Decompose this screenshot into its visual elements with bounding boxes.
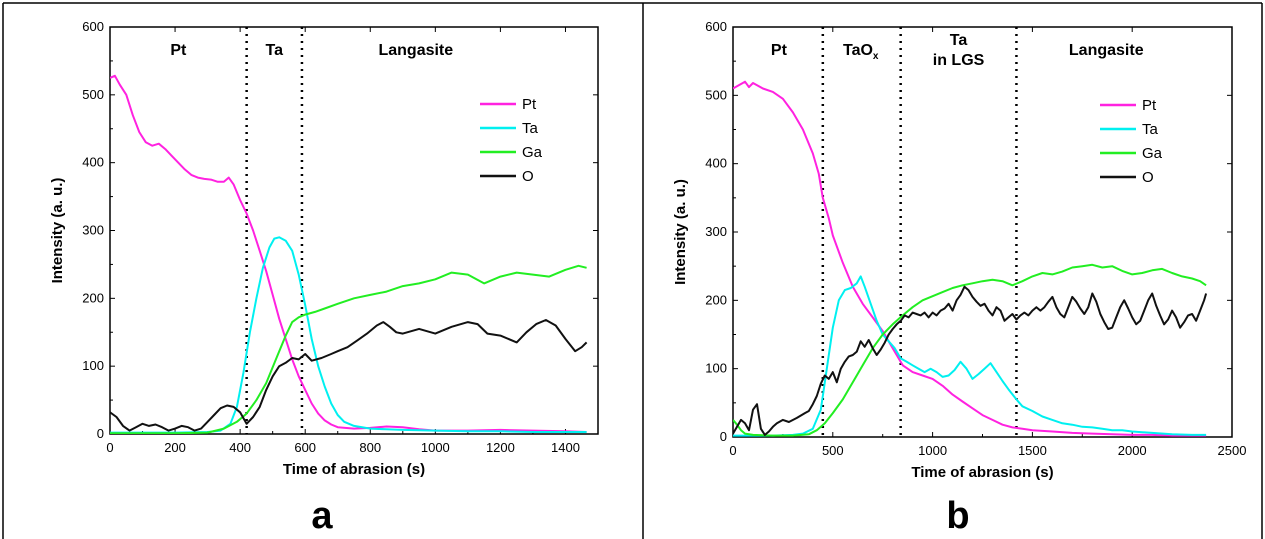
plot-frame [732, 26, 1233, 438]
x-tick-label: 200 [164, 440, 186, 455]
region-label: in LGS [933, 52, 985, 69]
region-label: Langasite [378, 42, 453, 59]
legend-label: O [522, 168, 534, 185]
x-tick-label: 2500 [1218, 443, 1247, 458]
plot-frame [109, 26, 599, 435]
x-tick-label: 1000 [918, 443, 947, 458]
y-tick-label: 200 [705, 292, 727, 307]
region-label: Pt [771, 42, 788, 59]
y-axis-label: Intensity (a. u.) [49, 178, 66, 284]
series-line-pt [110, 74, 587, 433]
x-tick-label: 1500 [1018, 443, 1047, 458]
region-label: Pt [170, 42, 187, 59]
y-tick-label: 400 [705, 156, 727, 171]
x-tick-label: 500 [822, 443, 844, 458]
y-tick-label: 500 [82, 87, 104, 102]
y-tick-label: 500 [705, 87, 727, 102]
series-group [110, 74, 588, 434]
x-axis-label: Time of abrasion (s) [283, 461, 425, 478]
legend-label: Ta [522, 120, 539, 137]
series-line-pt [733, 80, 1207, 437]
series-line-o [110, 319, 588, 432]
region-label: Ta [950, 32, 968, 49]
y-axis-label: Intensity (a. u.) [672, 179, 689, 285]
y-tick-label: 0 [720, 429, 727, 444]
panel-label: a [311, 495, 333, 537]
y-tick-label: 600 [705, 19, 727, 34]
legend-label: Ga [522, 144, 543, 161]
panel-label: b [946, 495, 969, 537]
y-tick-label: 100 [705, 361, 727, 376]
x-tick-label: 800 [359, 440, 381, 455]
x-tick-label: 1000 [421, 440, 450, 455]
x-axis-label: Time of abrasion (s) [911, 464, 1053, 481]
x-tick-label: 0 [106, 440, 113, 455]
y-tick-label: 300 [82, 223, 104, 238]
series-line-ga [110, 264, 587, 434]
y-tick-label: 300 [705, 224, 727, 239]
legend-label: Ta [1142, 121, 1159, 138]
y-tick-label: 400 [82, 155, 104, 170]
legend-label: Ga [1142, 145, 1163, 162]
y-tick-label: 200 [82, 290, 104, 305]
legend-label: Pt [1142, 97, 1157, 114]
y-tick-label: 0 [97, 426, 104, 441]
region-label: Ta [266, 42, 284, 59]
x-tick-label: 600 [294, 440, 316, 455]
x-tick-label: 0 [729, 443, 736, 458]
series-line-o [733, 285, 1208, 436]
chart-panel-b: 0 500 1000 1500 2000 2500 0 100 200 300 400 500 600 T… [672, 19, 1246, 537]
chart-panel-a: 0 200 400 600 800 1000 1200 1400 0 100 200 300 400 50… [49, 19, 599, 537]
legend-label: Pt [522, 96, 537, 113]
y-tick-label: 600 [82, 19, 104, 34]
legend-label: O [1142, 169, 1154, 186]
x-tick-label: 400 [229, 440, 251, 455]
y-tick-label: 100 [82, 358, 104, 373]
x-tick-label: 1400 [551, 440, 580, 455]
region-label: Langasite [1069, 42, 1144, 59]
series-line-ta [733, 275, 1207, 437]
x-tick-label: 2000 [1118, 443, 1147, 458]
series-line-ta [110, 236, 587, 434]
series-group [733, 80, 1208, 437]
x-tick-label: 1200 [486, 440, 515, 455]
region-label: TaOx [843, 42, 879, 62]
series-line-ga [733, 263, 1207, 437]
